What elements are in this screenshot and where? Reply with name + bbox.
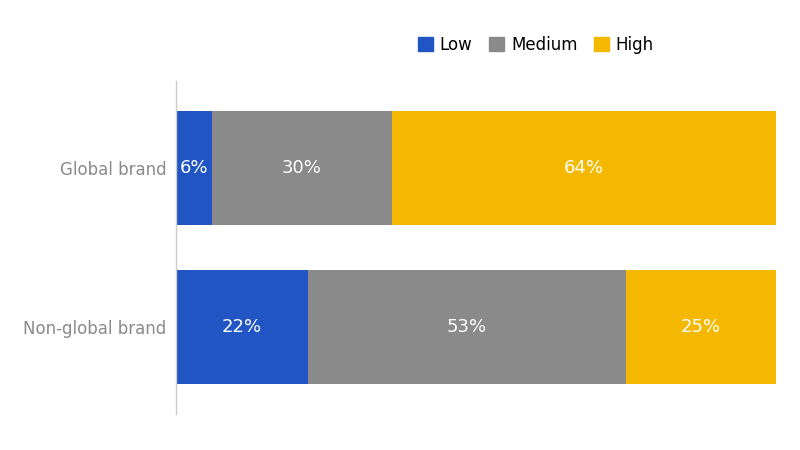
Bar (308, 270, 626, 384)
Text: 22%: 22% (222, 318, 262, 336)
Text: 25%: 25% (681, 318, 721, 336)
Text: 53%: 53% (447, 318, 487, 336)
Bar (176, 270, 308, 384)
Bar (212, 111, 392, 225)
Text: 30%: 30% (282, 159, 322, 177)
Text: 64%: 64% (564, 159, 604, 177)
Bar (392, 111, 776, 225)
Bar (176, 111, 212, 225)
Legend: Low, Medium, High: Low, Medium, High (411, 29, 661, 61)
Text: 6%: 6% (180, 159, 208, 177)
Bar (626, 270, 776, 384)
